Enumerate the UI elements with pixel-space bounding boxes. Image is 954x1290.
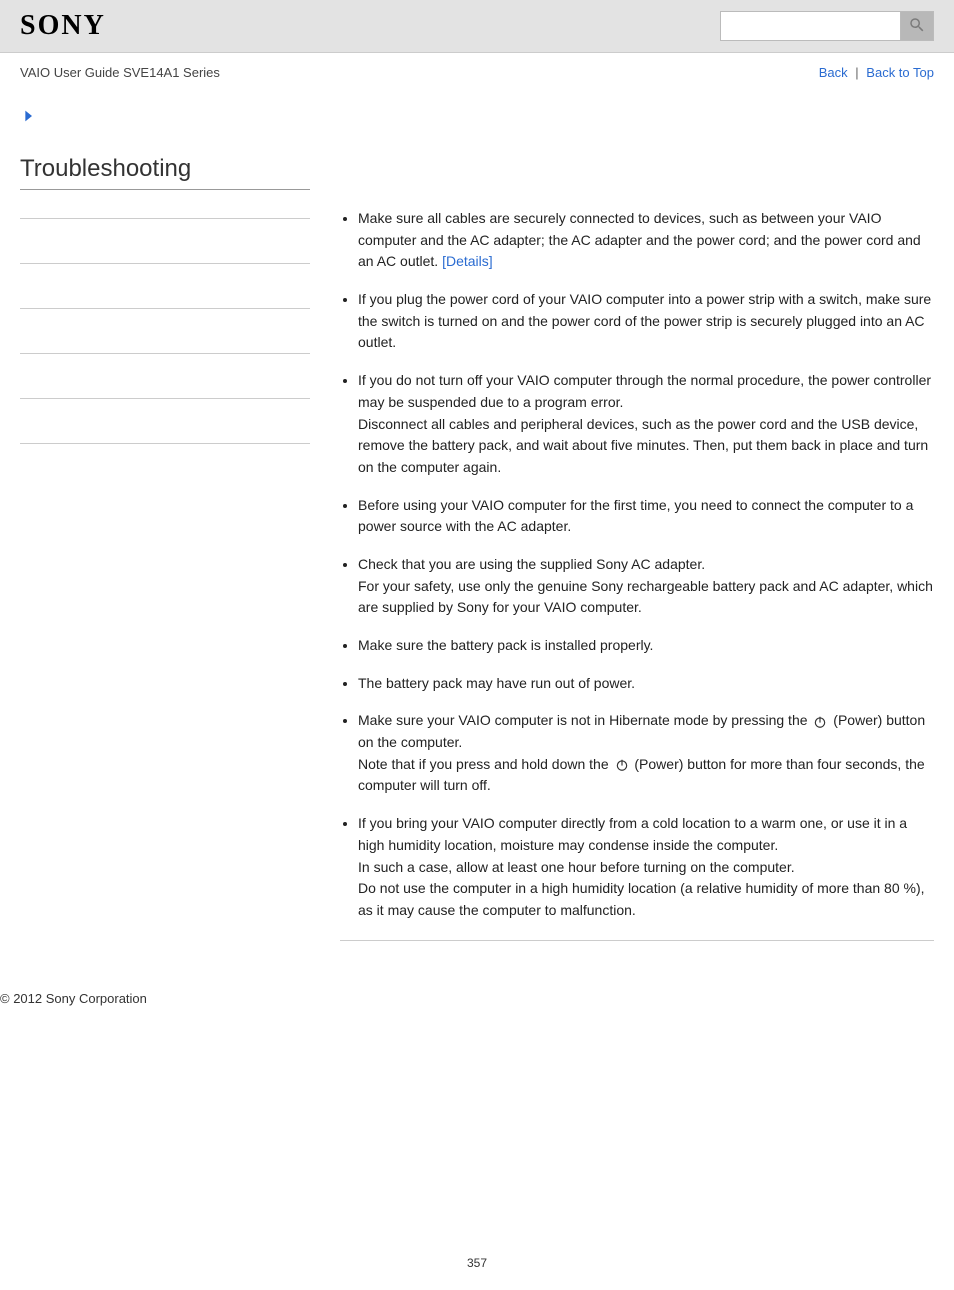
nav-separator: |: [855, 65, 858, 80]
sidebar-divider: [20, 218, 310, 219]
search-container: [720, 11, 934, 41]
chevron-icon: [20, 108, 310, 127]
search-button[interactable]: [900, 11, 934, 41]
header-bar: SONY: [0, 0, 954, 53]
search-icon: [908, 16, 926, 37]
list-item: Before using your VAIO computer for the …: [358, 495, 934, 538]
details-link[interactable]: [Details]: [442, 253, 493, 269]
list-item: Make sure the battery pack is installed …: [358, 635, 934, 657]
sidebar-divider: [20, 443, 310, 444]
sidebar-divider: [20, 263, 310, 264]
sidebar-divider: [20, 353, 310, 354]
guide-title: VAIO User Guide SVE14A1 Series: [20, 65, 220, 80]
troubleshooting-list: Make sure all cables are securely connec…: [340, 208, 934, 922]
page-title: Troubleshooting: [20, 155, 310, 190]
power-icon: [615, 758, 629, 772]
nav-links: Back | Back to Top: [819, 65, 934, 80]
sidebar-divider: [20, 398, 310, 399]
page-number: 357: [0, 1256, 954, 1290]
list-item: Make sure your VAIO computer is not in H…: [358, 710, 934, 797]
sony-logo: SONY: [20, 10, 106, 42]
list-item: Check that you are using the supplied So…: [358, 554, 934, 619]
list-item: If you plug the power cord of your VAIO …: [358, 289, 934, 354]
power-icon: [813, 715, 827, 729]
sidebar: Troubleshooting: [20, 108, 310, 941]
footer-copyright: © 2012 Sony Corporation: [0, 951, 954, 1016]
main-content: Make sure all cables are securely connec…: [340, 108, 934, 941]
list-item: If you do not turn off your VAIO compute…: [358, 370, 934, 478]
list-item: If you bring your VAIO computer directly…: [358, 813, 934, 921]
back-to-top-link[interactable]: Back to Top: [866, 65, 934, 80]
subheader: VAIO User Guide SVE14A1 Series Back | Ba…: [0, 53, 954, 88]
sidebar-divider: [20, 308, 310, 309]
content-wrap: Troubleshooting Make sure all cables are…: [0, 88, 954, 951]
content-divider: [340, 940, 934, 941]
list-item: Make sure all cables are securely connec…: [358, 208, 934, 273]
search-input[interactable]: [720, 11, 900, 41]
back-link[interactable]: Back: [819, 65, 848, 80]
list-item: The battery pack may have run out of pow…: [358, 673, 934, 695]
